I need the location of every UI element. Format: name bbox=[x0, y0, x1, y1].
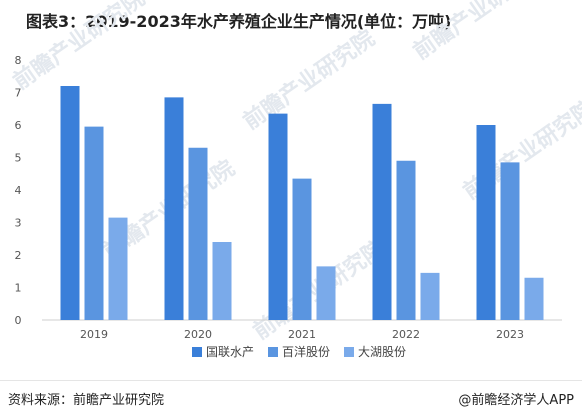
watermark-text: 前瞻产业研究院 bbox=[409, 0, 550, 65]
legend-swatch bbox=[192, 347, 202, 357]
bar-2020-3 bbox=[212, 242, 232, 320]
y-tick-label: 2 bbox=[15, 249, 22, 262]
legend-label: 国联水产 bbox=[206, 345, 254, 359]
watermark-text: 前瞻产业研究院 bbox=[9, 0, 150, 95]
legend-swatch bbox=[344, 347, 354, 357]
bars-layer bbox=[60, 86, 544, 320]
y-tick-label: 5 bbox=[15, 152, 22, 165]
legend-swatch bbox=[268, 347, 278, 357]
bar-2023-3 bbox=[524, 277, 544, 320]
legend-label: 百洋股份 bbox=[282, 344, 330, 359]
bar-2020-2 bbox=[188, 147, 208, 320]
x-tick-label: 2020 bbox=[184, 328, 212, 341]
bar-2019-1 bbox=[60, 86, 80, 320]
watermark-text: 前瞻产业研究院 bbox=[239, 25, 380, 135]
bar-2022-2 bbox=[396, 160, 416, 320]
bar-2022-1 bbox=[372, 103, 392, 320]
footer-divider bbox=[0, 380, 582, 381]
bar-2023-1 bbox=[476, 125, 496, 320]
chart-title: 图表3：2019-2023年水产养殖企业生产情况(单位：万吨) bbox=[26, 12, 452, 31]
bar-2021-1 bbox=[268, 113, 288, 320]
x-tick-label: 2021 bbox=[288, 328, 316, 341]
y-tick-label: 7 bbox=[15, 87, 22, 100]
bar-2022-3 bbox=[420, 272, 440, 320]
x-axis: 2019 2020 2021 2022 2023 bbox=[80, 328, 524, 341]
y-tick-label: 4 bbox=[15, 184, 22, 197]
y-tick-label: 8 bbox=[15, 54, 22, 67]
y-tick-label: 3 bbox=[15, 217, 22, 230]
x-tick-label: 2023 bbox=[496, 328, 524, 341]
x-tick-label: 2022 bbox=[392, 328, 420, 341]
bar-2023-2 bbox=[500, 162, 520, 320]
bar-2019-3 bbox=[108, 217, 128, 320]
y-tick-label: 1 bbox=[15, 282, 22, 295]
y-axis: 0 1 2 3 4 5 6 7 8 bbox=[15, 54, 22, 327]
y-tick-label: 6 bbox=[15, 119, 22, 132]
legend-label: 大湖股份 bbox=[358, 344, 406, 359]
bar-2021-2 bbox=[292, 178, 312, 320]
credit-note: @前瞻经济学人APP bbox=[458, 393, 574, 408]
bar-2020-1 bbox=[164, 97, 184, 320]
source-note: 资料来源：前瞻产业研究院 bbox=[8, 393, 165, 408]
bar-chart: 前瞻产业研究院前瞻产业研究院前瞻产业研究院前瞻产业研究院前瞻产业研究院前瞻产业研… bbox=[9, 0, 582, 359]
x-tick-label: 2019 bbox=[80, 328, 108, 341]
legend: 国联水产 百洋股份 大湖股份 bbox=[192, 344, 406, 359]
bar-2021-3 bbox=[316, 266, 336, 320]
bar-2019-2 bbox=[84, 126, 104, 320]
y-tick-label: 0 bbox=[15, 314, 22, 327]
